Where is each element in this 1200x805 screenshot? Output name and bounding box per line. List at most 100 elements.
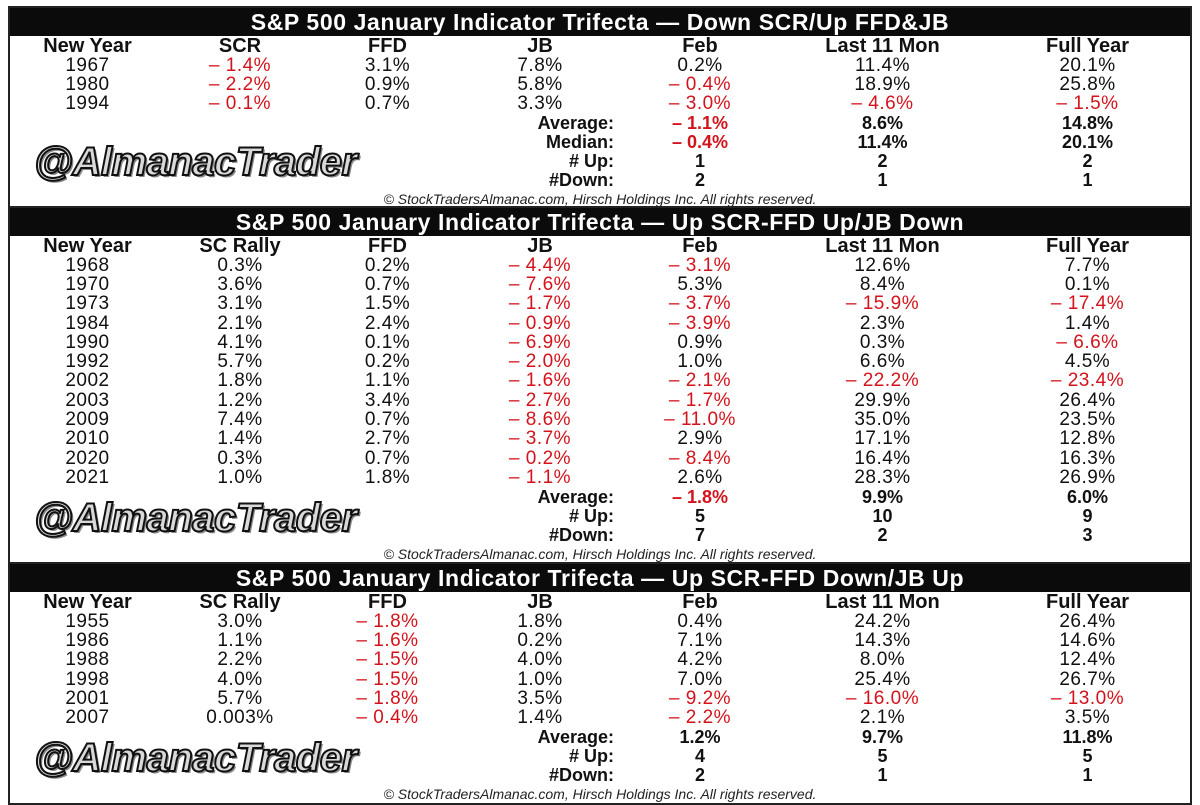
table-cell: 4.1% — [217, 331, 263, 353]
summary-value: 7 — [694, 524, 705, 545]
table-cell: 0.7% — [364, 93, 411, 115]
table-cell: 0.3% — [217, 447, 263, 469]
table-cell: 4.0% — [217, 668, 263, 690]
table-cell: 3.1% — [217, 293, 263, 315]
table-cell: 5.3% — [677, 273, 723, 295]
col-header-new-year: New Year — [43, 34, 132, 57]
summary-value: 5 — [877, 745, 888, 766]
table-cell: 1998 — [65, 668, 110, 690]
table-cell: 1968 — [65, 254, 110, 276]
summary-value: 4 — [694, 745, 705, 766]
table-cell: 1988 — [65, 649, 110, 671]
table-cell: – 1.8% — [356, 687, 419, 709]
col-header-full-year: Full Year — [1045, 590, 1129, 613]
table-cell: 2.7% — [364, 428, 411, 450]
col-header-ffd: FFD — [368, 590, 407, 613]
table-cell: – 1.6% — [356, 629, 419, 651]
table-cell: 1970 — [65, 273, 110, 295]
summary-label: Median: — [545, 131, 614, 152]
col-header-ffd: FFD — [368, 234, 407, 257]
copyright-notice: © StockTradersAlmanac.com, Hirsch Holdin… — [383, 545, 817, 562]
table-cell: – 3.1% — [668, 254, 732, 276]
table-cell: 8.4% — [859, 273, 906, 295]
col-header-new-year: New Year — [43, 590, 132, 613]
table-cell: 0.1% — [364, 331, 411, 353]
summary-label: #Down: — [549, 169, 614, 190]
table-cell: 2.4% — [364, 312, 411, 334]
table-cell: 18.9% — [854, 73, 911, 95]
summary-label: #Down: — [549, 764, 614, 785]
summary-row: # Up: 5 10 9 — [10, 505, 1190, 526]
summary-label: # Up: — [569, 150, 614, 171]
table-cell: 3.5% — [1064, 707, 1111, 729]
summary-block: @AlmanacTrader Average: 1.2% 9.7% 11.8% # Up… — [10, 726, 1190, 785]
summary-value: 9.7% — [861, 726, 904, 747]
table-cell: 1.0% — [677, 351, 723, 373]
table-cell: 25.8% — [1059, 73, 1116, 95]
col-header-last-11-mon: Last 11 Mon — [825, 590, 940, 613]
table-cell: – 3.7% — [508, 428, 572, 450]
panel-title: S&P 500 January Indicator Trifecta — Up … — [10, 208, 1190, 236]
table-row: 2007 0.003% – 0.4% 1.4% – 2.2% 2.1% 3.5% — [10, 707, 1190, 729]
table-cell: 29.9% — [854, 389, 911, 411]
table-cell: 0.003% — [206, 707, 274, 729]
table-cell: 7.8% — [517, 54, 563, 76]
table-cell: 5.8% — [517, 73, 563, 95]
summary-row: Average: – 1.8% 9.9% 6.0% — [10, 486, 1190, 507]
col-header-last-11-mon: Last 11 Mon — [825, 34, 940, 57]
panel-up-scr-ffd-down-jb-up: S&P 500 January Indicator Trifecta — Up … — [8, 562, 1192, 805]
summary-value: 1 — [694, 150, 705, 171]
col-header-last-11-mon: Last 11 Mon — [825, 234, 940, 257]
almanac-trader-logo: @AlmanacTrader — [33, 139, 358, 185]
table-cell: 23.5% — [1059, 409, 1116, 431]
summary-label: #Down: — [549, 524, 614, 545]
col-header-sc-rally: SC Rally — [199, 234, 281, 257]
table-cell: 1.4% — [517, 707, 563, 729]
summary-value: 2 — [877, 150, 888, 171]
table-cell: 1980 — [65, 73, 110, 95]
table-cell: 24.2% — [854, 610, 911, 632]
table-cell: 0.4% — [677, 610, 723, 632]
panel-title: S&P 500 January Indicator Trifecta — Dow… — [10, 8, 1190, 36]
table-cell: 5.7% — [217, 351, 263, 373]
table-row: 1973 3.1% 1.5% – 1.7% – 3.7% – 15.9% – 17.4% — [10, 293, 1190, 315]
table-cell: – 2.7% — [508, 389, 572, 411]
table-cell: – 17.4% — [1050, 293, 1125, 315]
table-cell: 26.9% — [1059, 466, 1116, 488]
summary-row: Average: – 1.1% 8.6% 14.8% — [10, 112, 1190, 133]
table-cell: 0.2% — [364, 351, 411, 373]
header-row: New Year SC Rally FFD JB Feb Last 11 Mon… — [10, 234, 1190, 257]
summary-label: Average: — [537, 112, 614, 133]
summary-value: 2 — [694, 169, 705, 190]
table-cell: – 2.0% — [508, 351, 572, 373]
table-cell: 3.6% — [217, 273, 263, 295]
table-cell: – 1.7% — [508, 293, 572, 315]
col-header-feb: Feb — [682, 234, 718, 257]
table-row: 1984 2.1% 2.4% – 0.9% – 3.9% 2.3% 1.4% — [10, 312, 1190, 334]
summary-value: 5 — [694, 505, 705, 526]
header-row: New Year SCR FFD JB Feb Last 11 Mon Full… — [10, 34, 1190, 57]
table-cell: 2007 — [65, 707, 110, 729]
table-cell: – 1.7% — [668, 389, 732, 411]
summary-value: 1 — [877, 169, 888, 190]
table-cell: – 4.4% — [508, 254, 572, 276]
table-cell: – 8.6% — [508, 409, 572, 431]
table-cell: 16.4% — [854, 447, 911, 469]
table-cell: 2.3% — [859, 312, 906, 334]
table-cell: – 9.2% — [668, 687, 732, 709]
table-cell: 0.3% — [217, 254, 263, 276]
table-row: 2001 5.7% – 1.8% 3.5% – 9.2% – 16.0% – 13.0% — [10, 687, 1190, 709]
table-cell: 16.3% — [1059, 447, 1116, 469]
table-cell: – 6.9% — [508, 331, 572, 353]
table-cell: – 0.4% — [356, 707, 419, 729]
table-row: 1992 5.7% 0.2% – 2.0% 1.0% 6.6% 4.5% — [10, 351, 1190, 373]
table-cell: 0.2% — [517, 629, 563, 651]
table-cell: 2.1% — [859, 707, 906, 729]
summary-value: 10 — [872, 505, 893, 526]
table-row: 2009 7.4% 0.7% – 8.6% – 11.0% 35.0% 23.5% — [10, 409, 1190, 431]
summary-value: 9.9% — [861, 486, 904, 507]
summary-value: 1.2% — [679, 726, 721, 747]
table-cell: 3.1% — [364, 54, 411, 76]
table-cell: – 0.4% — [668, 73, 732, 95]
table-cell: 1984 — [65, 312, 110, 334]
